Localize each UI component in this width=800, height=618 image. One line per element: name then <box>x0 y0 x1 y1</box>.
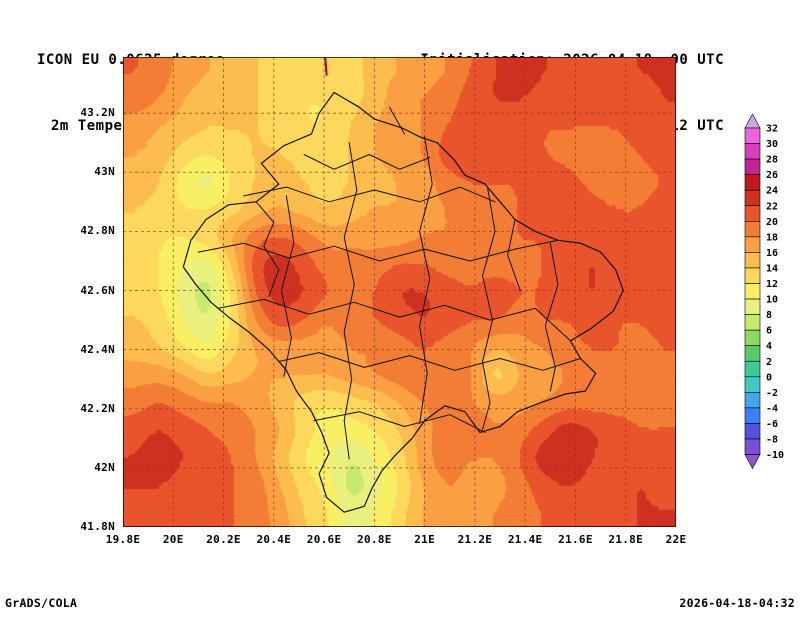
colorbar-label: -4 <box>766 403 778 414</box>
colorbar-label: -10 <box>766 450 784 461</box>
x-tick-label: 20.2E <box>206 533 241 546</box>
y-tick-label: 43N <box>94 165 115 179</box>
x-tick-label: 20E <box>162 533 184 546</box>
colorbar-label: 14 <box>766 263 778 274</box>
x-tick-label: 22E <box>665 533 687 546</box>
colorbar-label: 30 <box>766 139 778 150</box>
colorbar-under-triangle <box>744 454 761 470</box>
x-tick-label: 21.2E <box>457 533 493 546</box>
colorbar-segment <box>744 205 761 222</box>
y-tick-label: 43.2N <box>80 106 115 120</box>
plot-frame <box>123 57 676 527</box>
colorbar-label: 22 <box>766 201 778 212</box>
colorbar-label: 2 <box>766 357 772 368</box>
x-tick-label: 19.8E <box>105 533 141 546</box>
colorbar-segment <box>744 127 761 144</box>
colorbar-label: -2 <box>766 388 778 399</box>
x-tick-label: 21E <box>414 533 436 546</box>
x-tick-label: 21.8E <box>608 533 644 546</box>
colorbar-segment <box>744 314 761 331</box>
colorbar-label: 12 <box>766 279 778 290</box>
colorbar-segment <box>744 252 761 269</box>
colorbar-label: 6 <box>766 326 772 337</box>
y-tick-label: 42.2N <box>80 401 115 415</box>
colorbar-segment <box>744 423 761 440</box>
colorbar-segment <box>744 438 761 455</box>
grads-credit: GrADS/COLA <box>5 596 78 610</box>
colorbar-segment <box>744 267 761 284</box>
x-tick-label: 21.6E <box>558 533 593 546</box>
y-tick-label: 41.8N <box>80 520 115 533</box>
y-tick-label: 42.4N <box>80 342 115 356</box>
colorbar-label: -8 <box>766 435 778 446</box>
colorbar-label: 8 <box>766 310 772 321</box>
temperature-field-canvas <box>123 57 676 527</box>
x-tick-label: 20.8E <box>357 533 392 546</box>
colorbar-segment <box>744 158 761 175</box>
colorbar-label: 24 <box>766 186 778 197</box>
colorbar-label: 28 <box>766 155 778 166</box>
colorbar-label: 10 <box>766 295 778 306</box>
colorbar-segment <box>744 143 761 160</box>
x-tick-label: 20.4E <box>256 533 292 546</box>
colorbar-label: -6 <box>766 419 778 430</box>
map-plot-area <box>123 57 676 527</box>
colorbar-over-triangle <box>744 113 761 129</box>
x-tick-label: 20.6E <box>306 533 342 546</box>
colorbar-segment <box>744 345 761 362</box>
y-tick-label: 42.6N <box>80 283 115 297</box>
y-tick-label: 42N <box>94 460 115 474</box>
colorbar-segment <box>744 407 761 424</box>
colorbar-label: 4 <box>766 341 772 352</box>
x-tick-label: 21.4E <box>507 533 543 546</box>
colorbar-segment <box>744 221 761 238</box>
render-timestamp: 2026-04-18-04:32 <box>679 596 795 610</box>
colorbar-label: 20 <box>766 217 778 228</box>
colorbar-label: 16 <box>766 248 778 259</box>
colorbar-label: 32 <box>766 124 778 135</box>
colorbar-segment <box>744 376 761 393</box>
colorbar-segment <box>744 298 761 315</box>
colorbar-segment <box>744 392 761 409</box>
colorbar-segment <box>744 236 761 253</box>
latlon-gridlines <box>123 57 676 527</box>
y-tick-label: 42.8N <box>80 224 115 238</box>
colorbar-segment <box>744 329 761 346</box>
colorbar-segment <box>744 174 761 191</box>
colorbar-segment <box>744 283 761 300</box>
colorbar-label: 0 <box>766 372 772 383</box>
colorbar-label: 18 <box>766 232 778 243</box>
colorbar-segment <box>744 360 761 378</box>
colorbar-segment <box>744 189 761 207</box>
colorbar-label: 26 <box>766 170 778 181</box>
map-overlay <box>123 57 676 527</box>
district-boundaries <box>182 57 624 513</box>
